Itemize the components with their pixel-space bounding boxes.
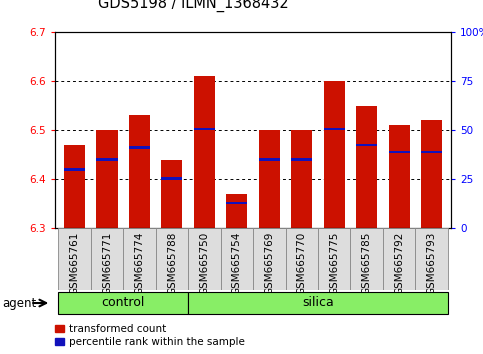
Bar bbox=[123, 228, 156, 290]
Bar bbox=[188, 292, 448, 314]
Text: GSM665788: GSM665788 bbox=[167, 232, 177, 295]
Bar bbox=[227, 194, 247, 228]
Bar bbox=[324, 81, 345, 228]
Text: GSM665775: GSM665775 bbox=[329, 232, 339, 295]
Bar bbox=[156, 228, 188, 290]
Bar bbox=[324, 128, 345, 130]
Text: GSM665754: GSM665754 bbox=[232, 232, 242, 295]
Bar bbox=[421, 151, 442, 154]
Bar bbox=[97, 158, 117, 161]
Text: GSM665774: GSM665774 bbox=[134, 232, 144, 295]
Text: GSM665770: GSM665770 bbox=[297, 232, 307, 295]
Bar bbox=[194, 128, 215, 130]
Bar bbox=[91, 228, 123, 290]
Bar bbox=[383, 228, 415, 290]
Bar bbox=[194, 76, 215, 228]
Bar bbox=[356, 105, 377, 228]
Bar bbox=[188, 228, 221, 290]
Bar bbox=[351, 228, 383, 290]
Bar bbox=[253, 228, 285, 290]
Legend: transformed count, percentile rank within the sample: transformed count, percentile rank withi… bbox=[51, 320, 249, 351]
Text: agent: agent bbox=[2, 297, 37, 309]
Text: GSM665750: GSM665750 bbox=[199, 232, 210, 295]
Bar bbox=[259, 130, 280, 228]
Bar bbox=[356, 144, 377, 146]
Bar bbox=[221, 228, 253, 290]
Bar bbox=[259, 158, 280, 161]
Text: GSM665792: GSM665792 bbox=[394, 232, 404, 295]
Bar bbox=[58, 228, 91, 290]
Bar bbox=[318, 228, 351, 290]
Bar bbox=[64, 168, 85, 171]
Bar bbox=[161, 177, 183, 179]
Bar bbox=[161, 160, 183, 228]
Text: GSM665785: GSM665785 bbox=[362, 232, 372, 295]
Bar bbox=[58, 292, 188, 314]
Bar bbox=[129, 115, 150, 228]
Bar bbox=[389, 125, 410, 228]
Bar bbox=[227, 201, 247, 204]
Text: GSM665771: GSM665771 bbox=[102, 232, 112, 295]
Text: GSM665793: GSM665793 bbox=[426, 232, 437, 295]
Text: control: control bbox=[101, 296, 145, 309]
Bar bbox=[291, 158, 313, 161]
Bar bbox=[285, 228, 318, 290]
Bar bbox=[64, 145, 85, 228]
Bar bbox=[421, 120, 442, 228]
Bar bbox=[389, 151, 410, 154]
Bar bbox=[129, 146, 150, 149]
Text: GSM665769: GSM665769 bbox=[264, 232, 274, 295]
Bar bbox=[97, 130, 117, 228]
Text: GSM665761: GSM665761 bbox=[70, 232, 80, 295]
Bar bbox=[291, 130, 313, 228]
Bar bbox=[415, 228, 448, 290]
Text: GDS5198 / ILMN_1368432: GDS5198 / ILMN_1368432 bbox=[98, 0, 288, 12]
Text: silica: silica bbox=[302, 296, 334, 309]
